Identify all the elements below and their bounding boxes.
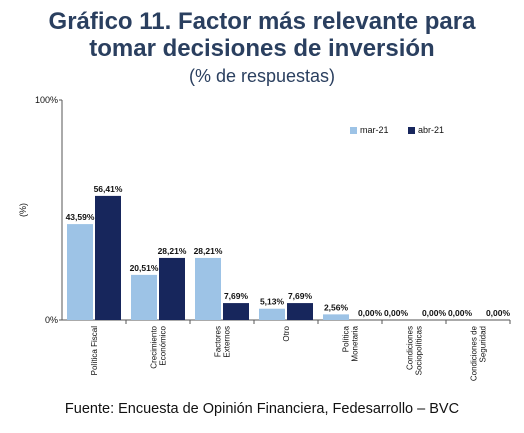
bar-mar-21 xyxy=(131,274,157,320)
bar-abr-21 xyxy=(159,257,185,320)
y-tick-label: 100% xyxy=(35,95,58,105)
x-tick-label-line: Seguridad xyxy=(479,326,488,362)
x-tick-label: Otro xyxy=(282,325,291,341)
data-label: 28,21% xyxy=(194,246,223,256)
x-tick-label-line: Política xyxy=(342,325,351,352)
x-tick-label-line: Crecimiento xyxy=(150,325,159,368)
data-label: 0,00% xyxy=(358,308,383,318)
legend-label: abr-21 xyxy=(418,125,444,135)
data-label: 2,56% xyxy=(324,302,349,312)
data-label: 0,00% xyxy=(384,308,409,318)
source-note: Fuente: Encuesta de Opinión Financiera, … xyxy=(64,401,460,417)
data-label: 0,00% xyxy=(486,308,511,318)
x-tick-label-line: Condiciones xyxy=(406,326,415,370)
chart-title-line2: tomar decisiones de inversión xyxy=(89,35,435,62)
x-tick-label-line: Factores xyxy=(214,326,223,357)
legend-swatch-mar-21 xyxy=(350,127,357,134)
data-label: 43,59% xyxy=(66,212,95,222)
y-tick-label: 0% xyxy=(45,315,58,325)
chart-subtitle: (% de respuestas) xyxy=(188,66,336,86)
bar-mar-21 xyxy=(259,308,285,320)
x-tick-label-line: Otro xyxy=(282,325,291,341)
data-label: 7,69% xyxy=(224,291,249,301)
data-label: 28,21% xyxy=(158,246,187,256)
x-tick-label: FactoresExternos xyxy=(214,326,232,358)
bar-abr-21 xyxy=(287,303,313,320)
chart-title: Gráfico 11. Factor más relevante para to… xyxy=(0,8,524,62)
x-tick-label-line: Monetaria xyxy=(351,325,360,361)
bar-abr-21 xyxy=(95,195,121,320)
data-label: 0,00% xyxy=(422,308,447,318)
x-tick-label: Política Fiscal xyxy=(90,326,99,376)
data-label: 5,13% xyxy=(260,297,285,307)
x-tick-label-line: Externos xyxy=(223,326,232,358)
x-tick-label-line: Económico xyxy=(159,325,168,365)
x-tick-label: CondicionesSociopolíticas xyxy=(406,326,424,375)
bar-mar-21 xyxy=(323,314,349,320)
bar-mar-21 xyxy=(67,224,93,320)
y-axis-label: (%) xyxy=(18,203,28,217)
legend-swatch-abr-21 xyxy=(408,127,415,134)
data-label: 0,00% xyxy=(448,308,473,318)
x-tick-label-line: Condiciones de xyxy=(470,325,479,381)
bar-chart: 100% 0% (%) 43,59% 56,41% Política Fiscal 20,5… xyxy=(18,95,511,381)
x-tick-label: Condiciones deSeguridad xyxy=(470,325,488,381)
data-label: 56,41% xyxy=(94,184,123,194)
x-tick-label-line: Sociopolíticas xyxy=(415,326,424,375)
bar-mar-21 xyxy=(195,257,221,320)
chart-title-line1: Gráfico 11. Factor más relevante para xyxy=(48,8,476,35)
legend-label: mar-21 xyxy=(360,125,389,135)
x-tick-label-line: Política Fiscal xyxy=(90,326,99,376)
bar-abr-21 xyxy=(223,303,249,320)
data-label: 7,69% xyxy=(288,291,313,301)
x-tick-label: PolíticaMonetaria xyxy=(342,325,360,361)
data-label: 20,51% xyxy=(130,263,159,273)
x-tick-label: CrecimientoEconómico xyxy=(150,325,168,368)
